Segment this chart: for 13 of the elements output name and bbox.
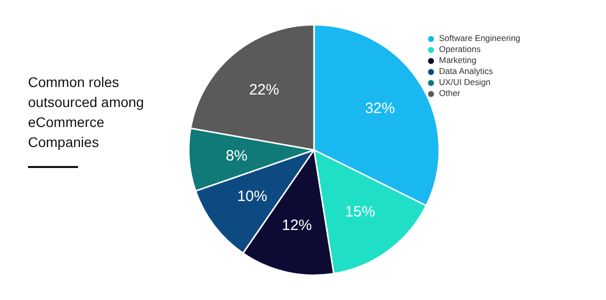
legend-label: Data Analytics bbox=[439, 66, 493, 77]
data-label: 32% bbox=[364, 100, 395, 118]
text: Common roles outsourced among eCommerce Companies bbox=[28, 73, 145, 152]
data-label: 10% bbox=[237, 188, 268, 206]
legend-label: Other bbox=[439, 88, 460, 99]
data-label: 15% bbox=[345, 204, 376, 221]
legend-label: UX/UI Design bbox=[439, 77, 490, 88]
legend-label: Marketing bbox=[439, 55, 476, 66]
data-label: 12% bbox=[282, 216, 312, 234]
legend-label: Software Engineering bbox=[439, 33, 520, 44]
legend-label: Operations bbox=[439, 44, 481, 55]
data-label: 8% bbox=[226, 147, 248, 164]
data-label: 22% bbox=[249, 82, 280, 99]
